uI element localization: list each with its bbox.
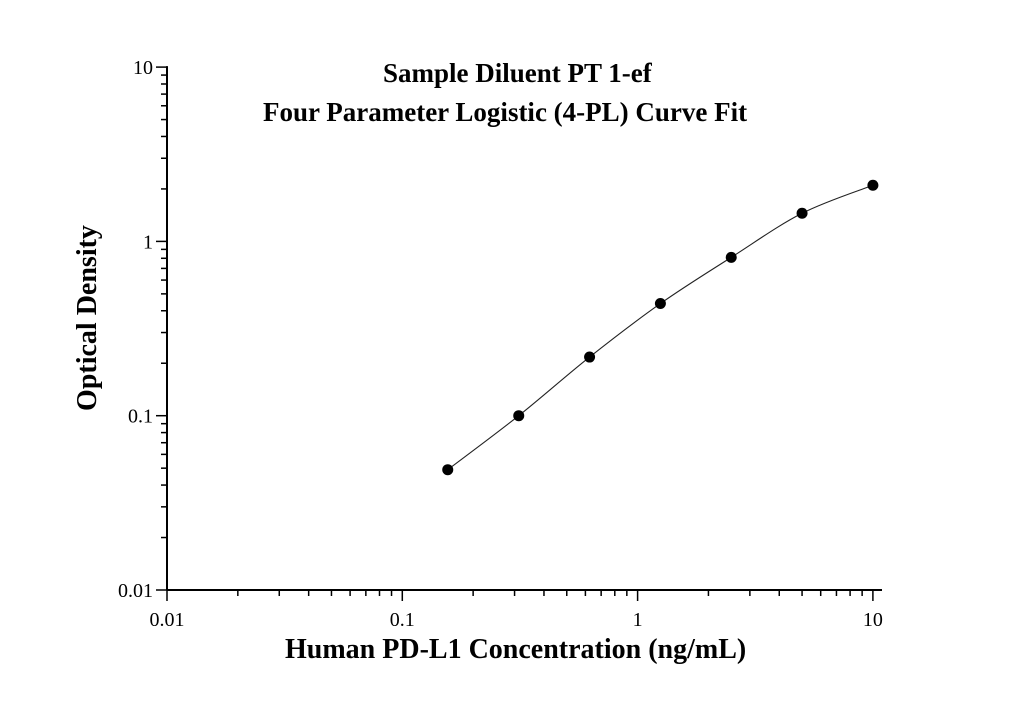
fit-curve xyxy=(447,184,874,471)
x-tick-label: 1 xyxy=(633,609,643,631)
y-tick-label: 10 xyxy=(133,57,153,79)
data-point xyxy=(796,207,808,219)
data-point xyxy=(442,464,454,476)
y-axis-label: Optical Density xyxy=(72,225,103,411)
y-tick-label: 1 xyxy=(143,231,153,253)
x-tick-label: 0.01 xyxy=(150,609,185,631)
data-point xyxy=(867,179,879,191)
data-point xyxy=(513,410,525,422)
y-tick-label: 0.01 xyxy=(118,580,153,602)
chart-title-line2: Four Parameter Logistic (4-PL) Curve Fit xyxy=(263,97,748,127)
data-point xyxy=(654,298,666,310)
chart-title-line1: Sample Diluent PT 1-ef xyxy=(383,58,652,88)
data-point xyxy=(725,251,737,263)
y-tick-label: 0.1 xyxy=(128,406,153,428)
x-tick-label: 0.1 xyxy=(390,609,415,631)
x-tick-label: 10 xyxy=(863,609,883,631)
x-axis-label: Human PD-L1 Concentration (ng/mL) xyxy=(285,634,747,665)
data-point xyxy=(584,351,596,363)
